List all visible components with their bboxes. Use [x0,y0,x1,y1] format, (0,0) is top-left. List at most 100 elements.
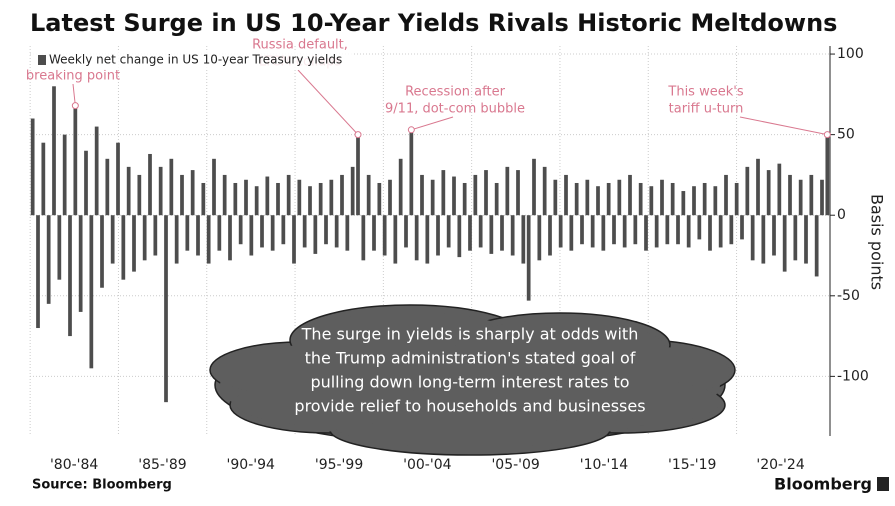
bar [185,215,190,251]
bar [329,179,334,216]
bar [292,215,296,264]
bar [345,215,350,251]
bar [644,215,648,251]
x-tick-label: '90-'94 [227,457,275,473]
annotation-text: breaking point [26,69,120,84]
bar [462,182,467,216]
bar [201,182,206,216]
bar [478,215,483,248]
callout-text: The surge in yields is sharply at odds w… [294,325,645,416]
bar [244,179,248,216]
bar [121,215,126,280]
bar [564,174,568,216]
bar [318,182,323,216]
bar [798,179,803,216]
bar [334,215,339,248]
legend-label: Weekly net change in US 10-year Treasury… [49,53,342,67]
bar [190,170,195,216]
bar [606,182,611,216]
bar [297,179,302,216]
bar [494,182,499,216]
bar [681,191,686,216]
bar [425,215,430,264]
bar [548,215,552,256]
source: Source: Bloomberg [32,478,172,493]
bar [473,174,478,216]
bar [708,215,712,251]
bar [78,215,83,312]
x-tick-label: '00-'04 [403,457,451,473]
bar [388,179,392,216]
bar [169,158,174,216]
bar [750,215,755,261]
bar [110,215,115,264]
bar [601,215,606,251]
annotation-leader [411,116,454,131]
bar [452,176,456,216]
bar [270,215,275,251]
bar [217,215,222,251]
bar [430,179,435,216]
bar [196,215,200,256]
bar [692,186,696,216]
bar [100,215,104,288]
bar [254,186,259,216]
brand-icon [877,477,889,491]
bar [702,182,707,216]
annotation-leader [739,116,828,136]
bar [142,215,147,261]
bar [276,182,280,216]
bar [30,118,35,216]
bar [126,166,131,216]
bar [366,174,371,216]
bar [132,215,136,272]
x-tick-label: '95-'99 [315,457,363,473]
bar [585,179,590,216]
bar [212,158,216,216]
annotation-text: 9/11, dot-com bubble [385,102,525,117]
bar [617,179,622,216]
plot-area: '80-'84 '85-'89 '90-'94 '95-'99 '00-'04 '05-'… [26,38,869,474]
bar [553,179,558,216]
bar [228,215,232,261]
bar [654,215,659,248]
bar [558,215,563,248]
bar [638,182,643,216]
bar [350,166,355,216]
bar [766,170,771,216]
bar [52,86,56,216]
bar [820,179,824,216]
bar [532,158,536,216]
y-axis-label: Basis points [868,194,887,290]
bar [148,153,152,216]
annotation-marker [823,131,831,139]
bar [46,215,51,304]
bar [153,215,158,256]
bar [489,215,494,254]
bar [313,215,318,254]
bar [158,166,163,216]
bar [697,215,702,240]
callout-line: the Trump administration's stated goal o… [305,349,636,368]
annotation-text: This week's [667,85,743,100]
bar [164,215,168,403]
bar [393,215,398,264]
bar [382,215,387,256]
annotation-text: Recession after [405,85,505,100]
callout-line: provide relief to households and busines… [294,397,645,416]
bar [206,215,211,264]
brand: Bloomberg [774,475,872,494]
bar [94,126,99,216]
bar [372,215,376,251]
bar [670,182,675,216]
bar [825,134,830,216]
bar [713,186,718,216]
bar [356,134,360,216]
legend-swatch [38,55,46,65]
bar [41,142,46,216]
bar [441,170,446,216]
bar [772,215,776,256]
bar [324,215,328,245]
bar [286,174,291,216]
